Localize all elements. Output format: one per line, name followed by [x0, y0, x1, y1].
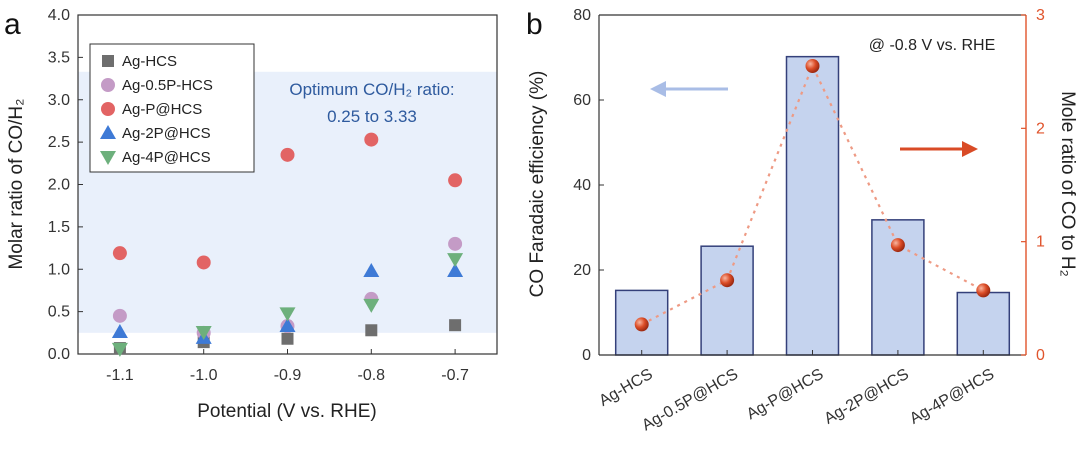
- right-y-tick-label: 2: [1036, 120, 1045, 137]
- legend-marker: [102, 55, 114, 67]
- ag-p-hcs-point: [364, 132, 379, 147]
- potential-annotation: @ -0.8 V vs. RHE: [869, 37, 996, 54]
- ag-0-5p-hcs-point: [448, 236, 463, 251]
- ag-p-hcs-point: [448, 173, 463, 188]
- legend-label: Ag-P@HCS: [122, 101, 202, 118]
- ag-4p-hcs-point: [111, 342, 128, 357]
- panel-b-secondary-y-axis-title: Mole ratio of CO to H₂: [1057, 91, 1078, 277]
- right-y-tick-label: 1: [1036, 234, 1045, 251]
- legend-marker: [100, 125, 116, 139]
- ag-p-hcs-point: [196, 255, 211, 270]
- y-tick-label: 2.5: [48, 134, 70, 151]
- mole-ratio-point: [976, 283, 991, 298]
- x-tick-label: -1.1: [106, 367, 134, 384]
- faradaic-efficiency-bar: [956, 291, 1011, 356]
- y-tick-label: 1.0: [48, 261, 70, 278]
- ag-4p-hcs-point: [363, 298, 380, 313]
- panel-a-chart: a Optimum CO/H₂ ratio: 0.25 to 3.33 0.0 0…: [4, 7, 498, 422]
- y-tick-label: 2.0: [48, 177, 70, 194]
- category-label: Ag-2P@HCS: [822, 366, 912, 428]
- ag-4p-hcs-point: [447, 253, 464, 268]
- y-tick-label: 3.5: [48, 49, 70, 66]
- legend-box: [89, 43, 255, 173]
- panel-a-y-axis-title: Molar ratio of CO/H₂: [6, 98, 27, 269]
- mole-ratio-point: [805, 59, 820, 73]
- panel-a-label: a: [4, 8, 21, 41]
- left-y-tick-label: 40: [573, 177, 591, 194]
- ag-p-hcs-point: [280, 147, 295, 162]
- mole-ratio-point: [634, 317, 649, 332]
- category-label: Ag-P@HCS: [744, 366, 827, 424]
- x-tick-label: -0.7: [441, 367, 469, 384]
- legend-label: Ag-4P@HCS: [122, 149, 211, 166]
- ag-hcs-point: [281, 332, 294, 345]
- ag-p-hcs-point: [112, 246, 127, 261]
- legend-marker: [100, 151, 116, 165]
- y-tick-label: 1.5: [48, 219, 70, 236]
- panel-b-y-axis-title: CO Faradaic efficiency (%): [527, 71, 548, 298]
- mole-ratio-trend-line: [641, 63, 984, 326]
- y-tick-label: 3.0: [48, 92, 70, 109]
- right-y-tick-label: 0: [1036, 347, 1045, 364]
- right-arrow: [900, 141, 978, 157]
- ag-2p-hcs-point: [363, 262, 380, 277]
- x-tick-label: -0.9: [274, 367, 302, 384]
- ag-4p-hcs-point: [279, 307, 296, 322]
- ag-2p-hcs-point: [111, 323, 128, 338]
- panel-b-label: b: [526, 8, 543, 41]
- optimum-annotation-line2: 0.25 to 3.33: [327, 107, 417, 126]
- mole-ratio-point: [720, 273, 735, 288]
- left-y-tick-label: 80: [573, 7, 591, 24]
- ag-hcs-point: [449, 319, 462, 332]
- ag-2p-hcs-point: [447, 262, 464, 277]
- y-tick-label: 0.0: [48, 346, 70, 363]
- ag-4p-hcs-point: [195, 325, 212, 340]
- ag-2p-hcs-point: [279, 318, 296, 333]
- category-label: Ag-4P@HCS: [907, 366, 997, 428]
- left-y-tick-label: 20: [573, 262, 591, 279]
- legend-label: Ag-HCS: [122, 53, 177, 70]
- left-arrow: [650, 81, 728, 97]
- legend-label: Ag-2P@HCS: [122, 125, 211, 142]
- legend-marker: [101, 78, 115, 92]
- x-tick-label: -1.0: [190, 367, 218, 384]
- legend-marker: [101, 102, 115, 116]
- category-label: Ag-0.5P@HCS: [639, 366, 741, 435]
- optimum-annotation-line1: Optimum CO/H₂ ratio:: [289, 80, 454, 99]
- ag-hcs-point: [365, 324, 378, 337]
- y-tick-label: 4.0: [48, 7, 70, 24]
- x-tick-label: -0.8: [358, 367, 386, 384]
- faradaic-efficiency-bar: [785, 55, 840, 356]
- y-tick-label: 0.5: [48, 304, 70, 321]
- panel-a-legend: Ag-HCS Ag-0.5P-HCS Ag-P@HCS Ag-2P@HCS Ag-4P@…: [89, 43, 255, 173]
- faradaic-efficiency-bar: [700, 245, 754, 356]
- mole-ratio-point: [890, 238, 905, 253]
- left-y-tick-label: 60: [573, 92, 591, 109]
- panel-a-x-axis-title: Potential (V vs. RHE): [197, 401, 377, 422]
- category-label: Ag-HCS: [596, 366, 655, 410]
- legend-label: Ag-0.5P-HCS: [122, 77, 213, 94]
- right-y-tick-label: 3: [1036, 7, 1045, 24]
- ag-0-5p-hcs-point: [112, 308, 127, 323]
- left-y-tick-label: 0: [582, 347, 591, 364]
